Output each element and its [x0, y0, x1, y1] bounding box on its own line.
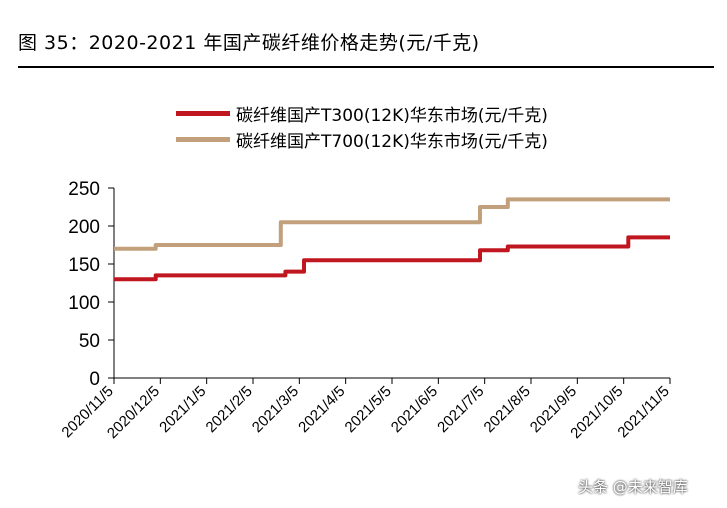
figure-title: 图 35：2020-2021 年国产碳纤维价格走势(元/千克)	[18, 32, 480, 54]
series-line-t700	[114, 197, 670, 251]
legend-swatch-t700	[176, 136, 230, 142]
y-tick-label: 0	[89, 369, 100, 390]
y-tick-label: 200	[68, 217, 100, 238]
series-line-t300	[114, 235, 670, 282]
x-tick-label: 2021/4/5	[295, 383, 348, 436]
x-tick-label: 2021/7/5	[434, 383, 487, 436]
legend-item-t700: 碳纤维国产T700(12K)华东市场(元/千克)	[176, 126, 548, 152]
y-tick-label: 100	[68, 293, 100, 314]
chart-legend: 碳纤维国产T300(12K)华东市场(元/千克) 碳纤维国产T700(12K)华…	[176, 100, 548, 152]
x-tick-label: 2021/6/5	[388, 383, 441, 436]
legend-item-t300: 碳纤维国产T300(12K)华东市场(元/千克)	[176, 100, 548, 126]
x-tick-label: 2021/8/5	[481, 383, 534, 436]
x-tick-label: 2021/1/5	[156, 383, 209, 436]
title-divider	[18, 66, 714, 68]
legend-label-t300: 碳纤维国产T300(12K)华东市场(元/千克)	[236, 105, 548, 126]
x-tick-label: 2021/2/5	[203, 383, 256, 436]
y-tick-label: 250	[68, 179, 100, 200]
y-tick-label: 150	[68, 255, 100, 276]
x-tick-label: 2021/3/5	[249, 383, 302, 436]
legend-label-t700: 碳纤维国产T700(12K)华东市场(元/千克)	[236, 131, 548, 152]
legend-swatch-t300	[176, 110, 230, 116]
x-tick-label: 2021/5/5	[342, 383, 395, 436]
watermark: 头条 @未来智库	[578, 478, 688, 496]
y-tick-label: 50	[79, 331, 100, 352]
